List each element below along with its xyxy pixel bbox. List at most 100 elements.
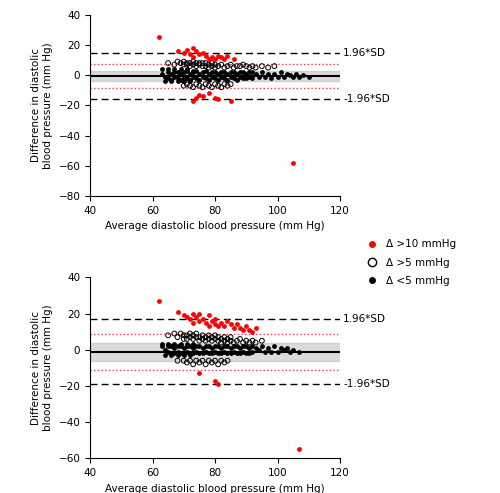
Point bbox=[214, 82, 222, 90]
Point bbox=[267, 74, 275, 82]
Point bbox=[155, 34, 163, 41]
Point bbox=[189, 310, 197, 317]
Point bbox=[164, 74, 172, 82]
Point bbox=[214, 360, 222, 368]
Point bbox=[205, 76, 213, 84]
Point bbox=[248, 62, 256, 70]
Point bbox=[192, 348, 200, 355]
Point bbox=[202, 52, 209, 60]
Point bbox=[192, 333, 200, 341]
Point bbox=[192, 74, 200, 82]
Point bbox=[176, 59, 184, 67]
Point bbox=[192, 80, 200, 88]
Point bbox=[226, 80, 234, 88]
Point bbox=[211, 61, 219, 69]
Point bbox=[258, 342, 266, 350]
Point bbox=[202, 67, 209, 74]
Point bbox=[267, 348, 275, 355]
Point bbox=[186, 357, 194, 365]
Point bbox=[270, 342, 278, 350]
Point bbox=[239, 342, 247, 350]
Text: -1.96*SD: -1.96*SD bbox=[343, 94, 390, 105]
Point bbox=[170, 350, 178, 357]
Point bbox=[224, 350, 232, 357]
Point bbox=[220, 68, 228, 76]
Point bbox=[220, 74, 228, 82]
Point bbox=[158, 65, 166, 73]
Point bbox=[196, 59, 203, 67]
Point bbox=[252, 64, 260, 71]
Point bbox=[217, 68, 225, 76]
Point bbox=[180, 49, 188, 57]
Point bbox=[180, 352, 188, 359]
Point bbox=[174, 308, 182, 316]
Point bbox=[211, 320, 219, 328]
Point bbox=[226, 61, 234, 69]
Point bbox=[305, 73, 313, 81]
Point bbox=[226, 68, 234, 76]
Point bbox=[202, 59, 209, 67]
Point bbox=[192, 330, 200, 338]
Point bbox=[214, 52, 222, 60]
Point bbox=[180, 312, 188, 319]
Point bbox=[233, 350, 241, 357]
Point bbox=[196, 342, 203, 350]
Point bbox=[211, 331, 219, 339]
Point bbox=[180, 73, 188, 81]
Point bbox=[183, 61, 191, 69]
Point bbox=[280, 346, 288, 354]
Point bbox=[164, 348, 172, 355]
X-axis label: Average diastolic blood pressure (mm Hg): Average diastolic blood pressure (mm Hg) bbox=[105, 484, 325, 493]
Point bbox=[170, 61, 178, 69]
Point bbox=[233, 342, 241, 350]
Point bbox=[211, 55, 219, 63]
Point bbox=[186, 330, 194, 338]
Y-axis label: Difference in diastolic
blood pressure (mm Hg): Difference in diastolic blood pressure (… bbox=[31, 305, 53, 431]
Point bbox=[220, 322, 228, 330]
Point bbox=[170, 344, 178, 352]
Point bbox=[186, 59, 194, 67]
Point bbox=[230, 342, 238, 350]
Point bbox=[261, 348, 269, 355]
Point bbox=[189, 58, 197, 66]
Point bbox=[233, 76, 241, 84]
Point bbox=[202, 342, 209, 350]
Point bbox=[189, 360, 197, 368]
Point bbox=[174, 333, 182, 341]
Point bbox=[208, 358, 216, 366]
Point bbox=[180, 335, 188, 343]
Y-axis label: Difference in diastolic
blood pressure (mm Hg): Difference in diastolic blood pressure (… bbox=[31, 42, 53, 169]
Point bbox=[183, 59, 191, 67]
Point bbox=[261, 73, 269, 81]
Point bbox=[202, 337, 209, 345]
X-axis label: Average diastolic blood pressure (mm Hg): Average diastolic blood pressure (mm Hg) bbox=[105, 221, 325, 231]
Point bbox=[248, 348, 256, 355]
Point bbox=[276, 68, 284, 76]
Point bbox=[180, 58, 188, 66]
Point bbox=[202, 80, 209, 88]
Point bbox=[180, 331, 188, 339]
Point bbox=[258, 68, 266, 76]
Point bbox=[158, 341, 166, 349]
Point bbox=[192, 357, 200, 365]
Point bbox=[167, 342, 175, 350]
Point bbox=[155, 297, 163, 305]
Point bbox=[217, 350, 225, 357]
Point bbox=[220, 337, 228, 345]
Point bbox=[196, 337, 203, 345]
Point bbox=[189, 53, 197, 61]
Point bbox=[205, 312, 213, 319]
Point bbox=[217, 83, 225, 91]
Point bbox=[214, 322, 222, 330]
Point bbox=[198, 59, 206, 67]
Point bbox=[246, 339, 254, 347]
Bar bbox=[90, 70, 340, 81]
Point bbox=[167, 70, 175, 77]
Point bbox=[174, 77, 182, 85]
Point bbox=[189, 318, 197, 326]
Point bbox=[224, 317, 232, 325]
Point bbox=[205, 64, 213, 71]
Point bbox=[186, 342, 194, 350]
Point bbox=[217, 53, 225, 61]
Point bbox=[198, 83, 206, 91]
